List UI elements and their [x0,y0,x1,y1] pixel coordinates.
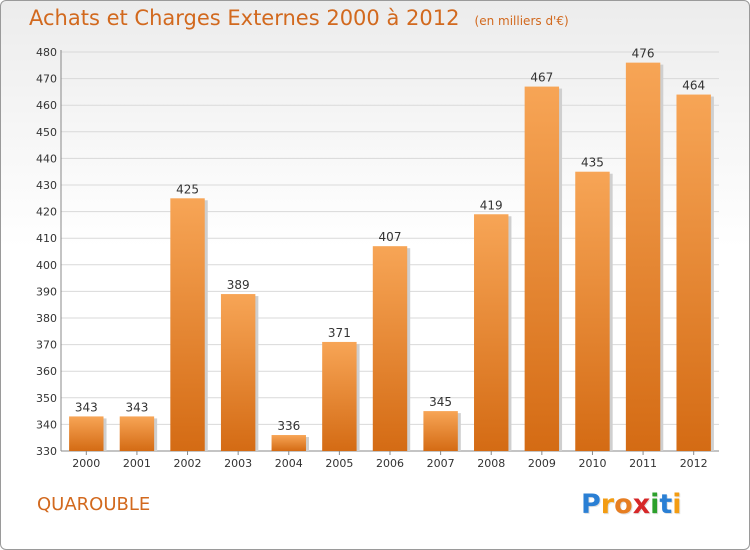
y-tick-label: 440 [36,152,57,165]
bar [676,94,711,451]
bar [271,435,306,451]
bars [69,62,714,451]
logo-letter: i [672,489,682,520]
logo-letter: P [581,489,601,520]
data-label: 389 [227,278,250,292]
bar [322,341,357,451]
x-tick-label: 2000 [72,457,100,470]
x-tick-label: 2010 [578,457,606,470]
commune-name: QUAROUBLE [37,494,151,515]
bar [69,416,104,451]
y-tick-label: 350 [36,392,57,405]
x-tick-label: 2006 [376,457,404,470]
y-tick-label: 400 [36,259,57,272]
x-tick-label: 2003 [224,457,252,470]
data-label: 407 [379,230,402,244]
proxiti-logo: Proxiti [581,489,682,520]
bar [372,246,408,451]
data-label: 336 [277,419,300,433]
x-tick-label: 2005 [325,457,353,470]
data-label: 425 [176,182,199,196]
bar [625,62,661,451]
x-tick-label: 2012 [680,457,708,470]
chart-unit: (en milliers d'€) [474,14,569,28]
x-tick-label: 2011 [629,457,657,470]
data-label: 343 [125,400,148,414]
y-tick-label: 390 [36,285,57,298]
y-tick-label: 370 [36,339,57,352]
bar [170,198,205,451]
y-tick-label: 410 [36,232,57,245]
bar [423,411,458,451]
bar [575,171,610,451]
bar [524,86,560,451]
y-tick-label: 470 [36,73,57,86]
x-tick-label: 2002 [174,457,202,470]
data-label: 343 [75,400,98,414]
logo-letter: o [614,489,633,520]
data-label: 371 [328,326,351,340]
logo-letter: r [600,489,615,520]
x-tick-label: 2008 [477,457,505,470]
y-tick-label: 460 [36,99,57,112]
y-tick-label: 380 [36,312,57,325]
data-label: 345 [429,395,452,409]
y-tick-label: 360 [36,365,57,378]
y-tick-label: 480 [36,46,57,59]
x-tick-label: 2001 [123,457,151,470]
y-tick-label: 450 [36,126,57,139]
data-label: 476 [632,47,655,61]
y-tick-label: 330 [36,445,57,458]
bar [220,294,256,451]
data-label: 435 [581,156,604,170]
bar [119,416,155,451]
axes: 330 340 350 360 370 380 390 400 410 420 430 440 450 4… [36,46,719,470]
y-tick-label: 430 [36,179,57,192]
data-label: 419 [480,198,503,212]
x-tick-label: 2004 [275,457,303,470]
x-tick-label: 2007 [427,457,455,470]
chart-title-text: Achats et Charges Externes 2000 à 2012 [29,6,460,30]
logo-letter: x [632,489,651,520]
data-label: 464 [682,79,705,93]
bar [474,214,509,451]
chart-title: Achats et Charges Externes 2000 à 2012 (… [29,6,569,30]
logo-letter: t [659,489,673,520]
x-tick-label: 2009 [528,457,556,470]
data-labels: 343 343 425 389 336 371 407 345 419 467 435 476 464 [75,47,705,433]
logo-letter: i [650,489,660,520]
data-label: 467 [530,71,553,85]
y-tick-label: 340 [36,418,57,431]
y-tick-label: 420 [36,206,57,219]
